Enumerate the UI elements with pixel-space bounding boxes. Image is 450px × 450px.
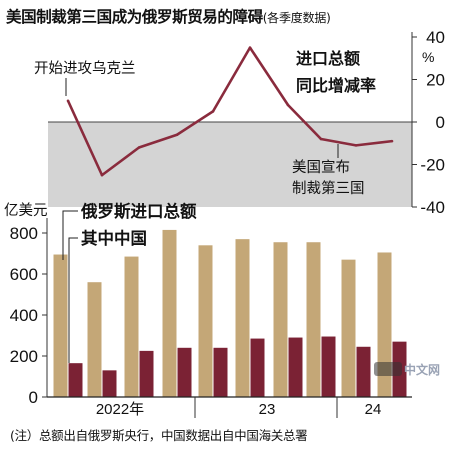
bar-china-import bbox=[250, 338, 265, 397]
yoy-change-point bbox=[137, 146, 141, 149]
legend-china-leader bbox=[68, 237, 78, 363]
yoy-change-point bbox=[66, 99, 70, 103]
footnote: (注）总额出自俄罗斯央行，中国数据出自中国海关总署 bbox=[10, 428, 308, 443]
right-axis-unit: % bbox=[422, 49, 434, 65]
line-series-label-line1: 进口总额 bbox=[296, 49, 360, 68]
bar-china-import bbox=[288, 337, 303, 397]
bar-total-import bbox=[235, 239, 250, 397]
right-axis-tick-label: 20 bbox=[426, 71, 445, 90]
watermark-image bbox=[374, 362, 402, 376]
bar-total-import bbox=[377, 252, 392, 397]
left-axis-tick-label: 400 bbox=[10, 306, 38, 325]
title-text: 美国制裁第三国成为俄罗斯贸易的障碍 bbox=[6, 8, 263, 26]
bar-total-import bbox=[124, 256, 139, 397]
bar-china-import bbox=[68, 363, 83, 397]
yoy-change-point bbox=[319, 137, 323, 141]
right-axis-tick-label: 0 bbox=[436, 113, 445, 132]
bar-china-import bbox=[213, 347, 228, 397]
bar-china-import bbox=[102, 370, 117, 397]
x-year-label: 24 bbox=[365, 401, 382, 418]
annotation-sanctions-line1: 美国宣布 bbox=[292, 159, 350, 176]
yoy-change-point bbox=[248, 46, 252, 49]
negative-zone-shade bbox=[48, 122, 412, 207]
annotation-start-offensive: 开始进攻乌克兰 bbox=[34, 60, 136, 77]
watermark-logo: 中文网 bbox=[374, 360, 442, 378]
right-axis-tick-label: -40 bbox=[420, 198, 445, 217]
bar-china-import bbox=[356, 346, 371, 397]
legend-total-leader bbox=[62, 210, 78, 260]
bar-total-import bbox=[198, 245, 213, 397]
watermark-text: 中文网 bbox=[404, 363, 441, 377]
left-axis-tick-label: 600 bbox=[10, 265, 38, 284]
bar-total-import bbox=[87, 282, 102, 397]
bar-total-import bbox=[341, 259, 356, 397]
legend-total-import: 俄罗斯进口总额 bbox=[80, 201, 197, 221]
left-axis-tick-label: 0 bbox=[29, 388, 38, 407]
bar-china-import bbox=[139, 350, 154, 397]
bar-total-import bbox=[306, 242, 321, 397]
bar-total-import bbox=[53, 254, 68, 397]
x-year-label: 2022年 bbox=[96, 401, 144, 418]
line-series-label-line2: 同比增减率 bbox=[296, 76, 376, 95]
yoy-change-point bbox=[354, 144, 358, 147]
yoy-change-line bbox=[66, 46, 393, 177]
yoy-change-point bbox=[390, 139, 394, 143]
legend-china-import: 其中中国 bbox=[81, 228, 147, 248]
yoy-change-point bbox=[100, 173, 104, 177]
yoy-change-point bbox=[286, 103, 290, 107]
bar-china-import bbox=[177, 347, 192, 397]
annotation-sanctions-line2: 制裁第三国 bbox=[292, 179, 365, 197]
left-axis-tick-label: 800 bbox=[10, 224, 38, 243]
right-axis-tick-label: 40 bbox=[426, 28, 445, 47]
yoy-change-point bbox=[211, 110, 215, 113]
bar-china-import bbox=[321, 336, 336, 397]
bar-total-import bbox=[162, 229, 177, 397]
left-axis-unit-label: 亿美元 bbox=[4, 202, 48, 219]
yoy-change-point bbox=[175, 133, 179, 137]
x-year-label: 23 bbox=[259, 401, 276, 418]
chart-title: 美国制裁第三国成为俄罗斯贸易的障碍(各季度数据) bbox=[6, 5, 331, 27]
chart-subtitle: (各季度数据) bbox=[262, 11, 331, 25]
bar-total-import bbox=[273, 242, 288, 397]
right-axis-tick-label: -20 bbox=[420, 156, 445, 175]
left-axis-tick-label: 200 bbox=[10, 347, 38, 366]
